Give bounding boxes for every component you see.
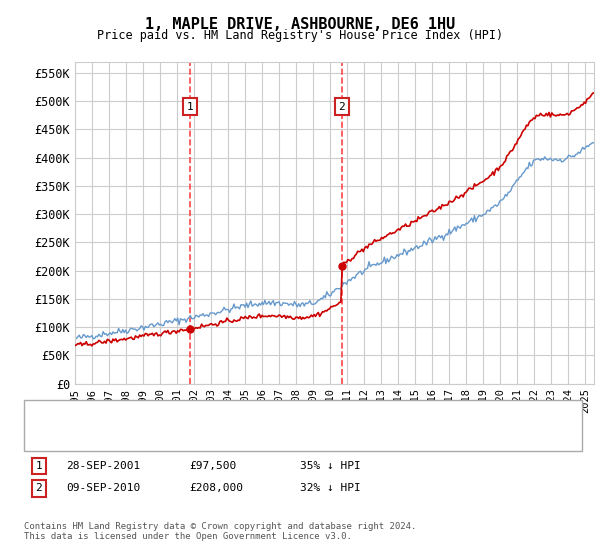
Text: 35% ↓ HPI: 35% ↓ HPI bbox=[300, 461, 361, 471]
Text: ——: —— bbox=[42, 428, 60, 443]
Text: 2: 2 bbox=[35, 483, 43, 493]
Text: 1, MAPLE DRIVE, ASHBOURNE, DE6 1HU: 1, MAPLE DRIVE, ASHBOURNE, DE6 1HU bbox=[145, 17, 455, 32]
Text: Price paid vs. HM Land Registry's House Price Index (HPI): Price paid vs. HM Land Registry's House … bbox=[97, 29, 503, 42]
Text: 2: 2 bbox=[338, 102, 346, 112]
Text: 1, MAPLE DRIVE, ASHBOURNE, DE6 1HU (detached house): 1, MAPLE DRIVE, ASHBOURNE, DE6 1HU (deta… bbox=[87, 410, 419, 421]
Text: 32% ↓ HPI: 32% ↓ HPI bbox=[300, 483, 361, 493]
Text: ——: —— bbox=[42, 408, 60, 423]
Text: 09-SEP-2010: 09-SEP-2010 bbox=[66, 483, 140, 493]
Text: 28-SEP-2001: 28-SEP-2001 bbox=[66, 461, 140, 471]
Text: £97,500: £97,500 bbox=[189, 461, 236, 471]
Text: Contains HM Land Registry data © Crown copyright and database right 2024.
This d: Contains HM Land Registry data © Crown c… bbox=[24, 522, 416, 542]
Text: 1: 1 bbox=[187, 102, 193, 112]
Text: £208,000: £208,000 bbox=[189, 483, 243, 493]
Text: 1: 1 bbox=[35, 461, 43, 471]
Text: HPI: Average price, detached house, Derbyshire Dales: HPI: Average price, detached house, Derb… bbox=[87, 431, 425, 441]
